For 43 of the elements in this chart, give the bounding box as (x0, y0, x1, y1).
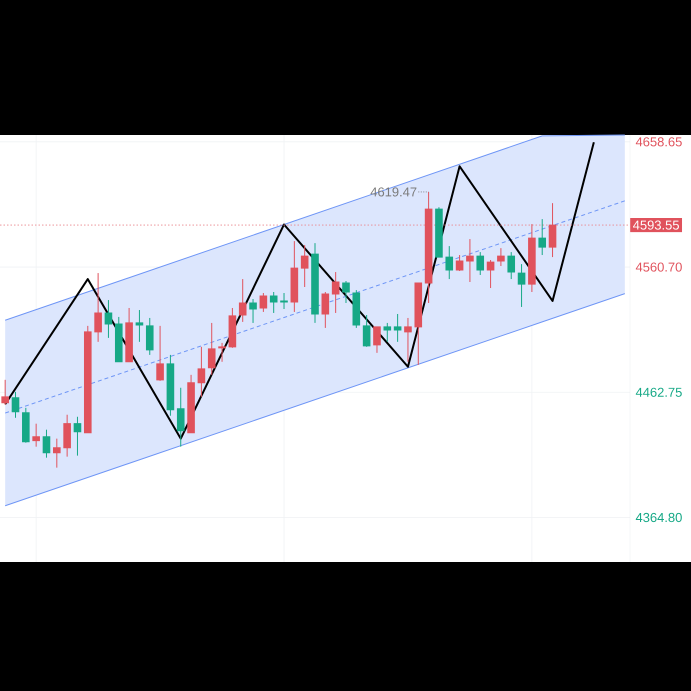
candlestick (518, 264, 526, 308)
candlestick (538, 218, 546, 256)
candlestick (1, 379, 9, 406)
candlestick (42, 429, 50, 458)
candlestick (456, 254, 464, 272)
ref-line-label: 4593.55 (633, 220, 679, 230)
candlestick (322, 291, 330, 328)
candlestick (249, 298, 257, 324)
candlestick (497, 248, 505, 267)
candlestick (136, 310, 144, 342)
candlestick (373, 326, 381, 354)
candlestick (404, 317, 412, 362)
candlestick (260, 292, 268, 312)
candlestick (74, 416, 82, 456)
candlestick (208, 322, 216, 376)
candlestick (476, 252, 484, 276)
candlestick (238, 278, 247, 322)
candlestick (548, 202, 556, 258)
candlestick (156, 325, 164, 382)
candlestick (53, 438, 61, 468)
candlestick (104, 300, 112, 338)
candlestick (445, 246, 454, 280)
candlestick (218, 342, 226, 362)
candlestick (270, 291, 278, 314)
candlestick (12, 391, 20, 418)
y-tick-label: 4364.80 (636, 512, 682, 522)
candlestick (342, 280, 350, 304)
candlestick (332, 272, 340, 314)
y-tick-label: 4658.65 (636, 137, 682, 146)
candlestick (466, 238, 474, 283)
candlestick (383, 322, 392, 342)
candlestick (32, 423, 40, 448)
candlestick (300, 244, 308, 288)
candlestick (507, 252, 516, 280)
candlestick (176, 387, 185, 448)
candlestick (94, 272, 102, 342)
candlestick (362, 314, 370, 348)
candlestick (198, 346, 206, 398)
candlestick (280, 292, 288, 310)
candlestick (486, 260, 494, 289)
y-tick-label: 4462.75 (636, 388, 682, 397)
y-tick-label: 4560.70 (636, 262, 682, 272)
candlestick (394, 313, 402, 342)
